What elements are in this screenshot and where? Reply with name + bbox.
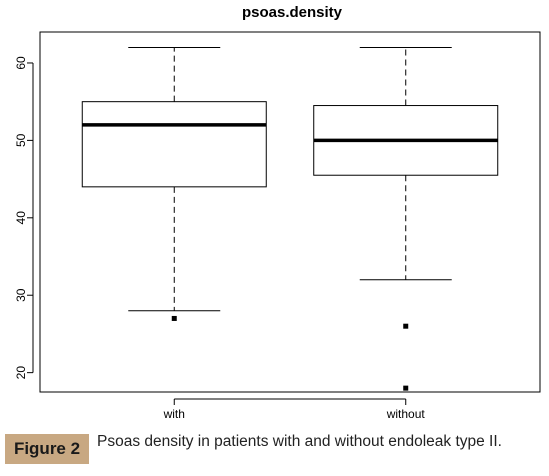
figure-label: Figure 2 — [5, 434, 89, 464]
box-iqr — [81, 101, 267, 188]
y-tick-label: 50 — [14, 133, 28, 147]
outlier-point — [403, 323, 409, 329]
boxplot-chart: psoas.density 20 30 40 50 60 with without — [14, 4, 541, 421]
outlier-point — [403, 385, 409, 391]
y-tick-label: 40 — [14, 211, 28, 225]
chart-title: psoas.density — [242, 4, 343, 21]
outlier-point — [171, 315, 177, 321]
y-tick-label: 30 — [14, 288, 28, 302]
plot-area-frame — [39, 31, 541, 393]
x-tick-label: with — [163, 407, 185, 421]
y-tick-label: 60 — [14, 56, 28, 70]
chart-marks: 20 30 40 50 60 with without — [14, 46, 499, 421]
caption-text: Psoas density in patients with and witho… — [97, 433, 502, 450]
figure-caption: Figure 2 Psoas density in patients with … — [3, 432, 547, 474]
y-tick-label: 20 — [14, 366, 28, 380]
x-tick-label: without — [386, 407, 426, 421]
